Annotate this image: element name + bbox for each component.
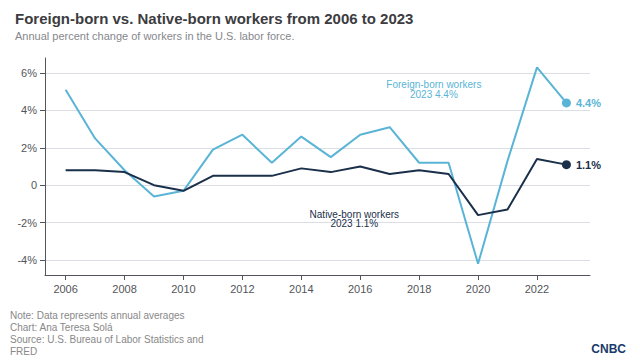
svg-text:FRED: FRED [10,346,37,357]
svg-text:Annual percent change of worke: Annual percent change of workers in the … [15,30,294,42]
svg-text:2022: 2022 [525,283,549,295]
svg-text:-2%: -2% [17,217,37,229]
svg-text:1.1%: 1.1% [576,159,601,171]
svg-text:2023 4.4%: 2023 4.4% [410,89,458,100]
svg-text:CNBC: CNBC [591,342,626,356]
svg-text:2014: 2014 [289,283,313,295]
svg-text:-4%: -4% [17,254,37,266]
svg-text:2012: 2012 [230,283,254,295]
svg-text:2020: 2020 [466,283,490,295]
svg-text:Chart: Ana Teresa Solá: Chart: Ana Teresa Solá [10,322,113,333]
svg-text:Foreign-born vs. Native-born w: Foreign-born vs. Native-born workers fro… [15,10,413,27]
svg-text:6%: 6% [21,67,37,79]
svg-text:2006: 2006 [53,283,77,295]
svg-text:Source: U.S. Bureau of Labor S: Source: U.S. Bureau of Labor Statistics … [10,334,203,345]
svg-text:2023 1.1%: 2023 1.1% [330,218,378,229]
svg-text:0: 0 [31,179,37,191]
svg-text:Native-born workers: Native-born workers [309,208,400,220]
svg-text:2016: 2016 [348,283,372,295]
svg-text:2018: 2018 [407,283,431,295]
svg-text:2008: 2008 [112,283,136,295]
svg-text:4.4%: 4.4% [576,97,601,109]
svg-text:Note: Data represents annual a: Note: Data represents annual averages [10,310,185,321]
svg-text:4%: 4% [21,104,37,116]
svg-text:2%: 2% [21,142,37,154]
svg-text:Foreign-born workers: Foreign-born workers [386,78,482,90]
svg-text:2010: 2010 [171,283,195,295]
